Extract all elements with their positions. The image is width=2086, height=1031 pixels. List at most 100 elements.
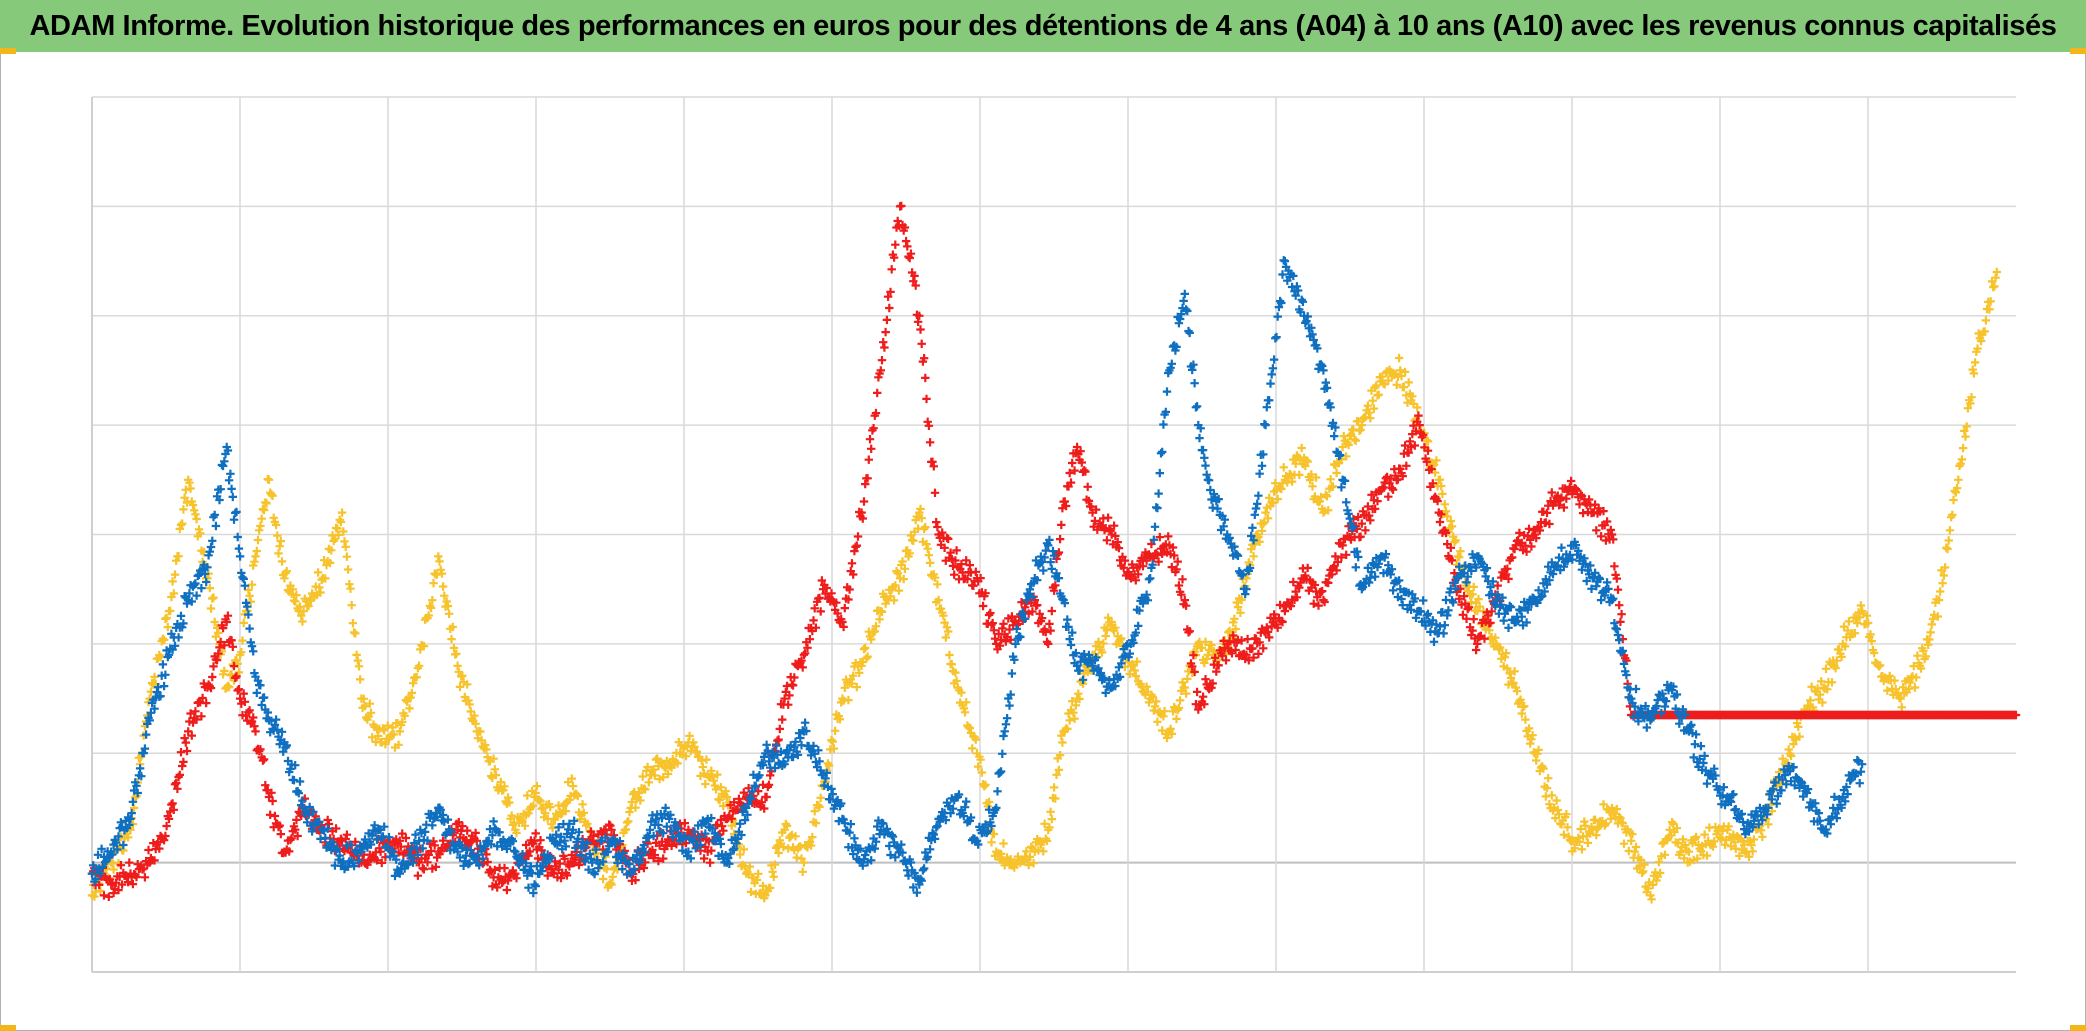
data-point: [140, 744, 150, 753]
data-point: [744, 799, 753, 809]
data-point: [1464, 603, 1474, 612]
data-point: [159, 681, 169, 691]
data-point: [190, 506, 199, 515]
data-point: [396, 842, 406, 851]
data-point: [169, 589, 178, 598]
data-point: [960, 803, 970, 812]
data-point: [1710, 837, 1719, 846]
data-point: [951, 668, 960, 677]
data-point: [1618, 819, 1627, 828]
data-point: [309, 807, 318, 816]
data-point: [515, 857, 525, 867]
data-point: [298, 617, 307, 626]
data-point: [863, 652, 872, 661]
data-point: [114, 885, 123, 895]
data-point: [827, 589, 836, 598]
data-point: [1455, 594, 1464, 603]
data-point: [1130, 666, 1139, 675]
data-point: [867, 444, 876, 453]
data-point: [1386, 474, 1395, 483]
data-point: [1956, 459, 1965, 468]
data-point: [1527, 542, 1536, 551]
data-point: [477, 847, 486, 856]
data-point: [1553, 561, 1562, 570]
data-point: [267, 788, 276, 797]
corner-accent-top-right: [2070, 48, 2086, 54]
data-point: [925, 558, 935, 568]
data-point: [830, 726, 840, 735]
data-point: [1393, 475, 1403, 484]
data-point: [1630, 702, 1639, 711]
data-point: [1415, 420, 1424, 430]
data-point: [711, 785, 721, 794]
data-point: [824, 761, 834, 770]
data-point: [883, 292, 893, 301]
data-point: [785, 746, 794, 755]
data-point: [996, 849, 1006, 859]
data-point: [1167, 359, 1176, 368]
data-point: [351, 837, 360, 846]
data-point: [1488, 577, 1498, 586]
data-point: [1263, 514, 1273, 523]
data-point: [1547, 488, 1556, 497]
data-point: [1054, 548, 1064, 557]
data-point: [197, 584, 206, 593]
data-point: [746, 887, 756, 897]
data-point: [917, 514, 926, 523]
data-point: [940, 618, 949, 627]
data-point: [657, 837, 667, 846]
data-point: [1951, 488, 1961, 497]
data-point: [1482, 563, 1492, 573]
data-point: [133, 788, 142, 798]
data-point: [1627, 694, 1636, 703]
data-point: [128, 879, 138, 889]
data-point: [839, 622, 848, 632]
data-point: [899, 574, 908, 584]
data-point: [414, 661, 424, 670]
data-point: [1970, 358, 1980, 367]
data-point: [1224, 628, 1233, 637]
data-point: [324, 819, 334, 829]
data-point: [1463, 572, 1472, 581]
data-point: [1777, 786, 1786, 795]
data-point: [1372, 381, 1381, 390]
data-point: [594, 863, 603, 873]
data-point: [1373, 496, 1382, 506]
data-point: [1314, 601, 1323, 610]
data-point: [316, 588, 325, 597]
data-point: [1366, 414, 1375, 423]
data-point: [622, 818, 632, 827]
data-point: [180, 733, 189, 743]
data-point: [1111, 623, 1120, 632]
data-point: [438, 810, 448, 820]
data-point: [1681, 710, 1690, 719]
data-point: [959, 811, 968, 821]
data-point: [1142, 682, 1151, 691]
data-point: [1181, 305, 1191, 314]
data-point: [885, 841, 894, 851]
data-point: [1231, 624, 1240, 634]
data-point: [1188, 662, 1197, 671]
data-point: [1542, 508, 1552, 518]
data-point: [125, 820, 134, 830]
data-point: [900, 564, 910, 573]
data-point: [1207, 641, 1216, 650]
data-point: [1405, 437, 1415, 446]
data-point: [1945, 526, 1955, 535]
data-point: [906, 249, 916, 258]
data-point: [768, 867, 777, 876]
data-point: [1474, 594, 1483, 604]
data-point: [1414, 411, 1423, 420]
data-point: [1028, 592, 1037, 602]
data-point: [179, 757, 188, 767]
data-point: [1691, 730, 1701, 739]
data-point: [1078, 675, 1088, 684]
data-point: [1967, 393, 1976, 402]
data-point: [1583, 838, 1593, 848]
data-point: [440, 591, 449, 600]
data-point: [1806, 696, 1815, 705]
data-point: [1714, 785, 1724, 794]
data-point: [618, 864, 627, 874]
data-point: [713, 770, 722, 779]
data-point: [1369, 404, 1379, 413]
